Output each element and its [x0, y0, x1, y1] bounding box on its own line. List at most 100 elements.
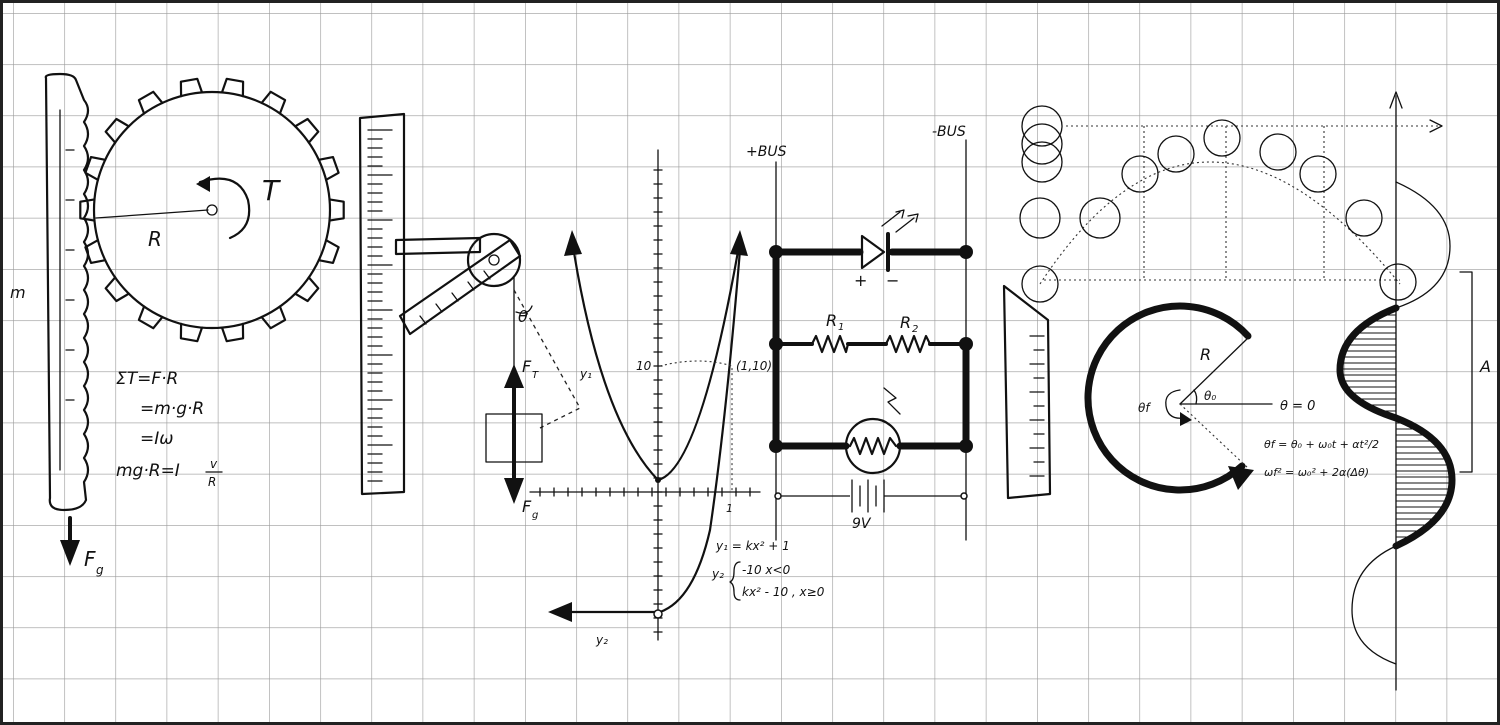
- letter-i-ruler-body: [1002, 284, 1052, 500]
- projectile-verticals: [1143, 126, 1325, 280]
- r2-label: R: [900, 313, 911, 332]
- angle-label: θ: [518, 307, 528, 326]
- arc-ball-1: [1079, 197, 1121, 239]
- weight-arrow-icon: [504, 478, 524, 504]
- angle-arc: [515, 305, 533, 314]
- pulley-arm: [394, 236, 482, 256]
- led-emit-icon: [881, 209, 905, 227]
- arc-ball-7: [1345, 199, 1383, 237]
- resistor-r2-icon: [884, 334, 932, 354]
- led-plus: +: [854, 271, 867, 290]
- rotation-arrow-icon: [1228, 466, 1254, 490]
- bus-plus-label: +BUS: [746, 144, 787, 160]
- eq-y2-case-a: -10 x<0: [742, 563, 791, 577]
- battery-left-terminal: [774, 492, 782, 500]
- battery-label: 9V: [852, 516, 872, 532]
- theta-f-arc: [1165, 389, 1185, 419]
- ruler-ticks: [367, 129, 393, 482]
- gear-tooth: [317, 239, 340, 264]
- gear-tooth: [84, 239, 107, 264]
- letter-c-rotation: R θf θ₀ θ = 0 θf = θ₀ + ω₀t + αt²/2 ωf² …: [1084, 302, 1379, 494]
- letter-i-ruler-ticks: [1029, 335, 1045, 477]
- ball-2: [1021, 123, 1063, 165]
- torque-eq-fraction-den: R: [208, 475, 216, 489]
- photoresistor-icon: [848, 436, 898, 456]
- rack-bar: [44, 72, 90, 512]
- tension-arrow-icon: [504, 364, 524, 388]
- rotation-radius-label: R: [1200, 345, 1211, 364]
- gear-tooth: [294, 117, 320, 144]
- gear-radius-line: [95, 209, 209, 219]
- battery-right-terminal: [960, 492, 968, 500]
- r1-sub: 1: [838, 322, 844, 333]
- pulley-axle: [488, 254, 500, 266]
- node-br: [959, 439, 973, 453]
- letter-i-ruler: [1002, 105, 1063, 500]
- ball-5: [1021, 265, 1059, 303]
- pulley-wheel: [466, 232, 522, 288]
- wave-thin-segment: [1351, 181, 1451, 665]
- arc-ball-8: [1379, 263, 1417, 301]
- battery-gap: [850, 484, 884, 508]
- tension-label: F: [522, 357, 532, 376]
- theta-0-arc: [1193, 389, 1198, 405]
- gear-tooth: [137, 305, 164, 330]
- kinematics-eq-1: θf = θ₀ + ω₀t + αt²/2: [1264, 438, 1379, 451]
- photoresistor-body: [844, 417, 902, 475]
- gear-teeth: [79, 77, 345, 343]
- r1-label: R: [826, 311, 837, 330]
- torque-eq-3: =Iω: [140, 429, 174, 449]
- rotation-final-line: [1179, 403, 1249, 469]
- gear-tooth: [104, 276, 130, 303]
- theta-f-arrow-icon: [1180, 412, 1192, 426]
- gear-tooth: [84, 156, 107, 181]
- curve-y1-label: y₁: [579, 367, 592, 381]
- gear-tooth: [104, 117, 130, 144]
- projectile-axis-arrow-icon: [1429, 119, 1443, 133]
- gear-tooth: [220, 322, 245, 343]
- eq-brace: [729, 561, 741, 601]
- theta-0-label: θ₀: [1204, 389, 1216, 403]
- gear-tooth: [260, 90, 287, 115]
- rotation-radius: [1179, 335, 1251, 405]
- led-emit-icon-2: [895, 213, 919, 233]
- tension-sub: T: [532, 370, 539, 381]
- eq-y1: y₁ = kx² + 1: [715, 539, 790, 553]
- gear-tooth: [260, 305, 287, 330]
- rotation-arc: [1084, 302, 1252, 494]
- gear-axle: [206, 204, 218, 216]
- projectile-path: [1039, 161, 1401, 285]
- node-tl: [769, 245, 783, 259]
- curve-y2-origin: [653, 609, 663, 619]
- vertical-ruler: [358, 112, 406, 496]
- kinematics-eq-2: ωf² = ω₀² + 2α(Δθ): [1264, 466, 1369, 479]
- projectile-arc: [1039, 119, 1443, 301]
- eq-y2-lead: y₂: [711, 567, 724, 581]
- gear-tooth: [179, 322, 204, 343]
- gear-tooth: [317, 156, 340, 181]
- wave-thick-segment: [1336, 304, 1456, 550]
- curve-y2-label: y₂: [595, 633, 608, 647]
- gear-tooth: [328, 198, 345, 222]
- rack-markings: [59, 109, 75, 471]
- torque-arrow-icon: [196, 176, 210, 192]
- wave-axis-arrow-icon: [1389, 91, 1403, 109]
- led-diode-icon: [860, 234, 886, 270]
- eq-y2-case-b: kx² - 10 , x≥0: [742, 585, 825, 599]
- torque-eq-fraction-num: v: [210, 457, 218, 471]
- amplitude-label: A: [1479, 357, 1491, 376]
- theta-f-label: θf: [1138, 401, 1151, 415]
- bus-minus-label: -BUS: [932, 124, 966, 140]
- node-bl: [769, 439, 783, 453]
- weight-label: F: [522, 497, 532, 516]
- torque-arc: [198, 177, 251, 240]
- battery-icon: [851, 479, 885, 513]
- letter-h-pulley: θ F T F g: [358, 112, 581, 521]
- letter-s2-wave: A: [1336, 91, 1491, 691]
- torque-eq-2: =m·g·R: [140, 399, 204, 419]
- parabola-left-arrow-icon: [564, 230, 582, 256]
- letter-p-gear-rack: R T m F g ΣT=F·R =m·g·R =Iω mg·R=I v R: [10, 72, 345, 577]
- arc-ball-2: [1121, 155, 1159, 193]
